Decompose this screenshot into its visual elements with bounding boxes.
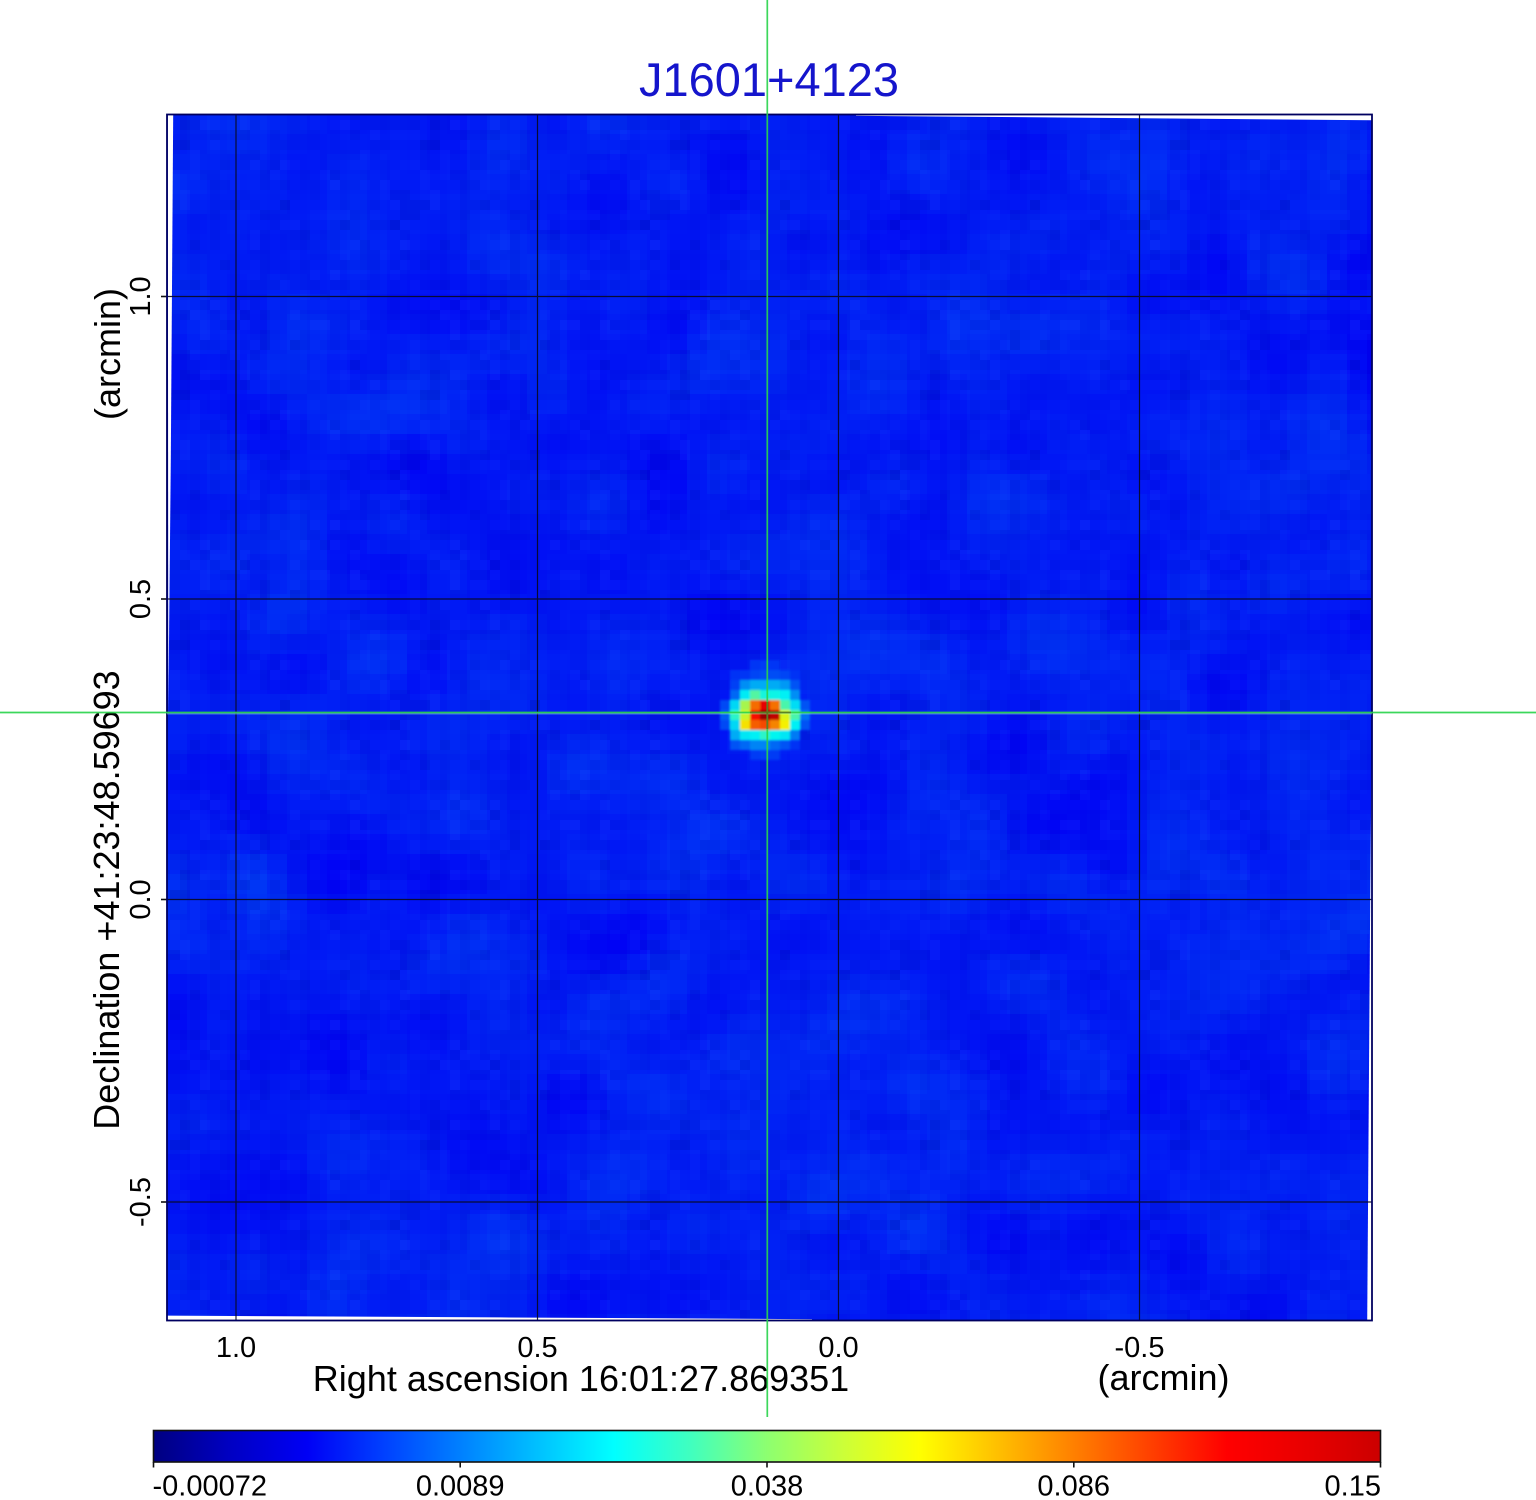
- svg-text:0.0: 0.0: [125, 879, 157, 919]
- svg-text:-0.5: -0.5: [1115, 1332, 1165, 1364]
- svg-text:-0.00072: -0.00072: [153, 1471, 268, 1500]
- svg-text:1.0: 1.0: [125, 276, 157, 316]
- svg-text:0.038: 0.038: [731, 1471, 804, 1500]
- svg-text:-0.5: -0.5: [125, 1177, 157, 1227]
- svg-text:0.086: 0.086: [1037, 1471, 1110, 1500]
- svg-text:Declination +41:23:48.59693: Declination +41:23:48.59693: [86, 670, 127, 1129]
- svg-text:Right ascension 16:01:27.8693: Right ascension 16:01:27.869351: [313, 1358, 849, 1399]
- svg-text:0.5: 0.5: [517, 1332, 557, 1364]
- svg-text:(arcmin): (arcmin): [87, 288, 128, 420]
- svg-text:0.15: 0.15: [1325, 1471, 1381, 1500]
- svg-text:0.5: 0.5: [125, 579, 157, 619]
- svg-text:J1601+4123: J1601+4123: [639, 53, 899, 106]
- svg-text:0.0089: 0.0089: [416, 1471, 505, 1500]
- svg-text:(arcmin): (arcmin): [1098, 1357, 1230, 1398]
- svg-text:0.0: 0.0: [818, 1332, 858, 1364]
- svg-text:1.0: 1.0: [216, 1332, 256, 1364]
